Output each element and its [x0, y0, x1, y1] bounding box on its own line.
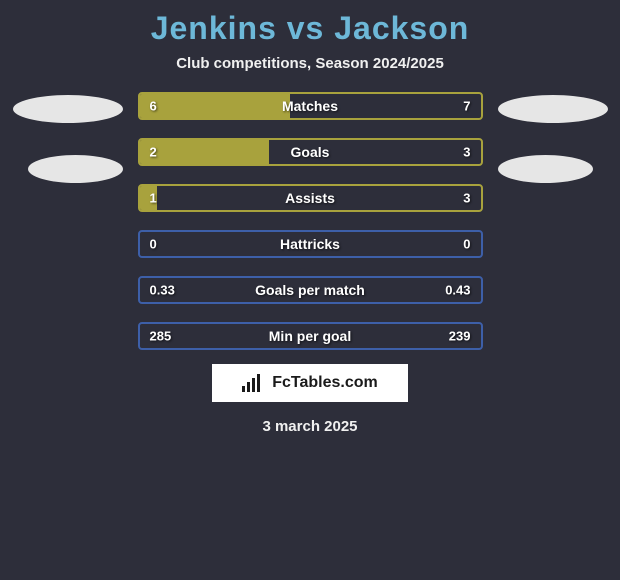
stat-bar-assists: 1 Assists 3	[138, 184, 483, 212]
stat-bars: 6 Matches 7 2 Goals 3 1 Assists 3 0 Hatt…	[138, 92, 483, 350]
stat-bar-min-per-goal: 285 Min per goal 239	[138, 322, 483, 350]
stat-bar-matches: 6 Matches 7	[138, 92, 483, 120]
stat-right-value: 0.43	[445, 283, 470, 298]
stat-bar-hattricks: 0 Hattricks 0	[138, 230, 483, 258]
stat-right-value: 3	[463, 145, 470, 160]
stat-label: Goals per match	[255, 282, 365, 298]
comparison-infographic: Jenkins vs Jackson Club competitions, Se…	[0, 0, 620, 445]
stat-left-value: 0	[150, 237, 157, 252]
stat-right-value: 7	[463, 99, 470, 114]
stat-left-value: 285	[150, 329, 172, 344]
page-title: Jenkins vs Jackson	[151, 10, 470, 47]
stat-right-value: 3	[463, 191, 470, 206]
stat-right-value: 239	[449, 329, 471, 344]
stat-right-value: 0	[463, 237, 470, 252]
right-ovals	[498, 92, 608, 183]
bar-fill	[140, 94, 290, 118]
bar-chart-icon	[242, 374, 264, 392]
stat-left-value: 0.33	[150, 283, 175, 298]
stats-area: 6 Matches 7 2 Goals 3 1 Assists 3 0 Hatt…	[0, 92, 620, 350]
stat-left-value: 1	[150, 191, 157, 206]
player2-oval-2	[498, 155, 593, 183]
brand-text: FcTables.com	[272, 374, 378, 392]
date-label: 3 march 2025	[262, 418, 357, 435]
stat-bar-goals-per-match: 0.33 Goals per match 0.43	[138, 276, 483, 304]
left-ovals	[13, 92, 123, 183]
player1-oval-1	[13, 95, 123, 123]
stat-label: Min per goal	[269, 328, 351, 344]
stat-label: Matches	[282, 98, 338, 114]
stat-left-value: 2	[150, 145, 157, 160]
stat-label: Hattricks	[280, 236, 340, 252]
subtitle: Club competitions, Season 2024/2025	[176, 55, 444, 72]
stat-label: Assists	[285, 190, 335, 206]
bar-fill	[140, 140, 270, 164]
stat-bar-goals: 2 Goals 3	[138, 138, 483, 166]
brand-badge: FcTables.com	[212, 364, 408, 402]
player2-oval-1	[498, 95, 608, 123]
player1-oval-2	[28, 155, 123, 183]
stat-left-value: 6	[150, 99, 157, 114]
stat-label: Goals	[291, 144, 330, 160]
